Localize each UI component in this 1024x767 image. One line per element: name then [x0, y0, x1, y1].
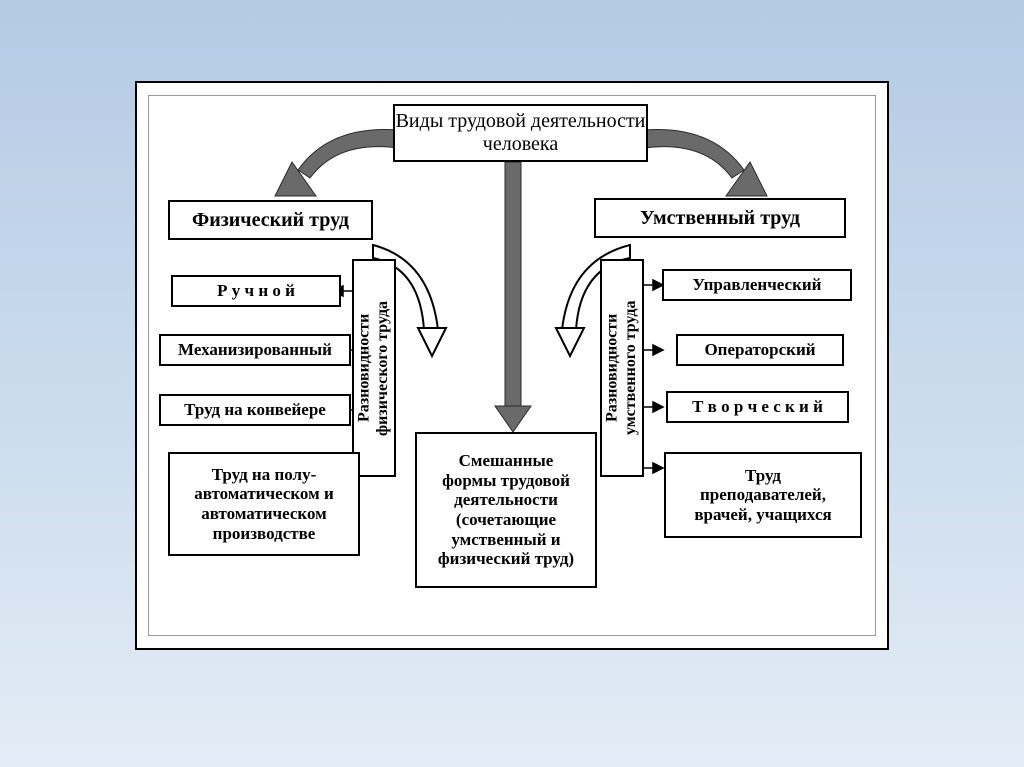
- node-physical: Физический труд: [168, 200, 373, 240]
- node-m4-label: Труд преподавателей, врачей, учащихся: [694, 466, 831, 525]
- node-ment-vert-label: Разновидности умственного труда: [604, 301, 641, 436]
- node-root: Виды трудовой деятельности человека: [393, 104, 648, 162]
- node-physical-label: Физический труд: [192, 209, 349, 232]
- node-mixed: Смешанные формы трудовой деятельности (с…: [415, 432, 597, 588]
- node-mixed-label: Смешанные формы трудовой деятельности (с…: [438, 451, 574, 568]
- node-root-label: Виды трудовой деятельности человека: [395, 110, 646, 156]
- node-phys-vert-label: Разновидности физического труда: [356, 300, 393, 435]
- node-m4: Труд преподавателей, врачей, учащихся: [664, 452, 862, 538]
- node-phys-vert: Разновидности физического труда: [352, 259, 396, 477]
- node-p4: Труд на полу- автоматическом и автоматич…: [168, 452, 360, 556]
- node-p4-label: Труд на полу- автоматическом и автоматич…: [194, 465, 334, 543]
- node-ment-vert: Разновидности умственного труда: [600, 259, 644, 477]
- node-mental-label: Умственный труд: [640, 207, 800, 230]
- node-m1-label: Управленческий: [693, 275, 822, 295]
- node-m3: Т в о р ч е с к и й: [666, 391, 849, 423]
- node-p3-label: Труд на конвейере: [184, 400, 326, 420]
- node-p2-label: Механизированный: [178, 340, 332, 360]
- node-m1: Управленческий: [662, 269, 852, 301]
- node-mental: Умственный труд: [594, 198, 846, 238]
- node-p1-label: Р у ч н о й: [217, 281, 295, 301]
- node-p3: Труд на конвейере: [159, 394, 351, 426]
- node-m3-label: Т в о р ч е с к и й: [692, 397, 823, 417]
- node-m2: Операторский: [676, 334, 844, 366]
- node-m2-label: Операторский: [704, 340, 815, 360]
- node-p2: Механизированный: [159, 334, 351, 366]
- node-p1: Р у ч н о й: [171, 275, 341, 307]
